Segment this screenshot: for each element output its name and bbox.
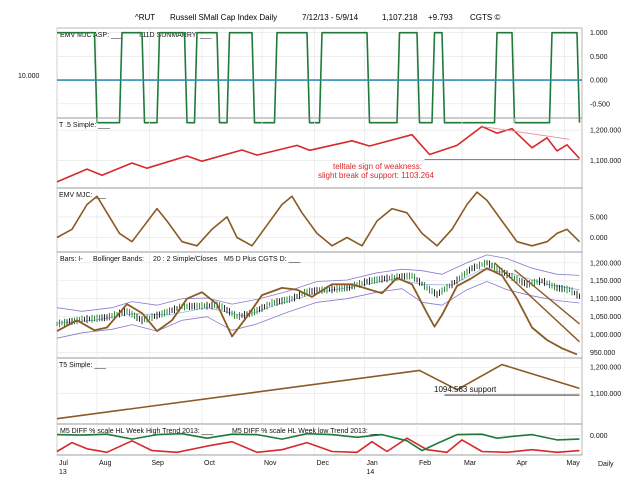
panel-label: EMV MJC: ___ (59, 192, 106, 199)
y-tick-label: 1,000.000 (590, 332, 621, 339)
panel-diff: 0.000 M5 DIFF % scale HL Week High Trend … (56, 423, 608, 456)
panel-emv: 1.000 0.500 0.000 -0.500 EMV MJC ASP: ___ T11… (56, 27, 610, 124)
series-line-green (57, 31, 581, 124)
upper-bollinger-band (56, 254, 580, 312)
header-last: 1,107.218 (382, 13, 418, 22)
series-line-red (56, 125, 581, 183)
trend-line (494, 262, 580, 343)
y-tick-label: 0.000 (590, 433, 608, 440)
y-tick-label: 1,150.000 (590, 278, 621, 285)
y-tick-label: -0.500 (590, 101, 610, 108)
y-tick-label: 1,100.000 (590, 391, 621, 398)
panel-label: T5 Simple: ___ (59, 362, 106, 369)
x-tick-label: May (567, 460, 581, 467)
x-tick-label: Sep (152, 460, 165, 467)
series-line-brown (56, 191, 581, 247)
annotation: 1094.583 support (434, 385, 497, 394)
series-line-green (56, 432, 580, 452)
y-tick-label: 950.000 (590, 350, 615, 357)
y-tick-label: 1,050.000 (590, 314, 621, 321)
annotation: slight break of support: 1103.264 (318, 171, 434, 180)
annotation: telltale sign of weakness: (333, 162, 422, 171)
panel-label: M5 DIFF % scale HL Week High Trend 2013:… (60, 428, 213, 435)
x-tick-label: Jan (367, 460, 378, 467)
panel-label: Bars: I- (60, 256, 83, 263)
header-name: Russell SMall Cap Index Daily (170, 13, 277, 22)
header-range: 7/12/13 - 5/9/14 (302, 13, 359, 22)
panel-label: T .5 Simple: ___ (59, 122, 110, 129)
x-tick-label: Nov (264, 460, 277, 467)
series-line-pink (481, 126, 570, 140)
x-axis: Jul Aug Sep Oct Nov Dec Jan Feb Mar Apr May 13 14 (57, 454, 582, 476)
left-value: 10.000 (18, 73, 40, 80)
y-tick-label: 1,200.000 (590, 365, 621, 372)
y-tick-label: 0.500 (590, 54, 608, 61)
x-tick-label: Apr (517, 460, 529, 467)
m5-d-plus-line (56, 267, 578, 356)
panel-label: Bollinger Bands: (93, 256, 144, 263)
y-tick-label: 1,200.000 (590, 128, 621, 135)
panel-emv2: 5.000 0.000 EMV MJC: ___ (56, 187, 608, 253)
x-tick-label: Feb (419, 460, 431, 467)
y-tick-label: 0.000 (590, 78, 608, 85)
y-tick-label: 1,200.000 (590, 260, 621, 267)
panel-label: M5 D Plus CGTS D: ___ (224, 256, 300, 263)
chart-header: ^RUT Russell SMall Cap Index Daily 7/12/… (135, 13, 500, 22)
lower-bollinger-band (56, 281, 580, 339)
x-year-label: 13 (59, 469, 67, 476)
y-tick-label: 0.000 (590, 235, 608, 242)
x-tick-label: Dec (317, 460, 330, 467)
y-tick-label: 1,100.000 (590, 158, 621, 165)
series-line-brown (56, 363, 580, 420)
trend-line (514, 269, 580, 325)
panel-label: M5 DIFF % scale HL Week low Trend 2013: … (232, 428, 382, 435)
header-change: +9.793 (428, 13, 453, 22)
panel-label: 20 : 2 Simple/Closes (153, 256, 218, 263)
panel-price: 1,200.000 1,150.000 1,100.000 1,050.000 1,00… (56, 251, 621, 359)
header-credit: CGTS © (470, 13, 500, 22)
panel-label: T11D SUNMARRY: ___ (138, 32, 212, 39)
panels: 1.000 0.500 0.000 -0.500 EMV MJC ASP: ___ T11… (56, 27, 621, 456)
x-year-label: 14 (367, 469, 375, 476)
panel-t5b: 1,200.000 1,100.000 T5 Simple: ___ 1094.583… (56, 357, 621, 425)
x-tick-label: Oct (204, 460, 215, 467)
header-symbol: ^RUT (135, 13, 155, 22)
daily-label: Daily (598, 461, 614, 468)
y-tick-label: 1.000 (590, 30, 608, 37)
y-tick-label: 5.000 (590, 214, 608, 221)
series-line-red (56, 437, 580, 454)
x-tick-label: Mar (464, 460, 477, 467)
x-tick-label: Jul (59, 460, 68, 467)
x-tick-label: Aug (99, 460, 112, 467)
panel-label: EMV MJC ASP: ___ (60, 32, 123, 39)
y-tick-label: 1,100.000 (590, 296, 621, 303)
